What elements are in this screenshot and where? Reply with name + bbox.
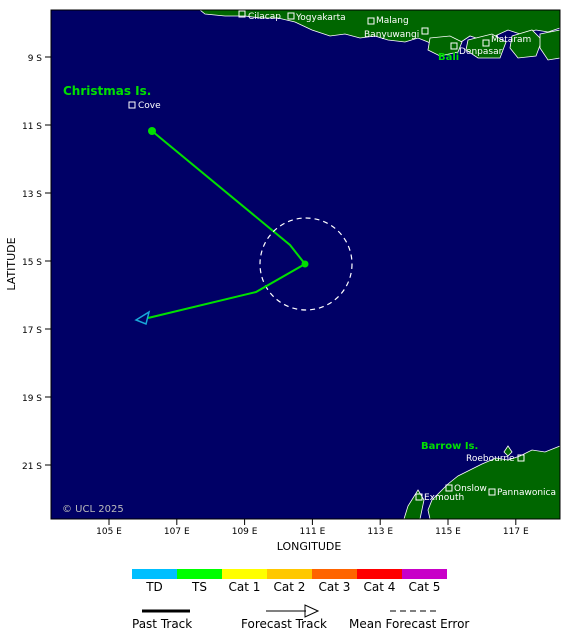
longitude-tick-label: 109 E (232, 527, 258, 537)
intensity-legend: TD TS Cat 1 Cat 2 Cat 3 Cat 4 Cat 5 (132, 569, 447, 594)
place-marker-malang (367, 17, 375, 25)
past-track-line (151, 130, 306, 265)
land-western-australia (403, 445, 561, 520)
place-label-roebourne: Roebourne (466, 454, 515, 464)
place-marker-mataram (482, 39, 490, 47)
region-label-christmas-island: Christmas Is. (63, 84, 151, 98)
legend-swatch (222, 569, 267, 579)
legend-category-label: Cat 3 (319, 580, 351, 594)
region-label-barrow-island: Barrow Is. (421, 441, 478, 452)
error-legend-label: Mean Forecast Error (349, 617, 469, 631)
legend-swatch (132, 569, 177, 579)
place-marker-roebourne (517, 454, 525, 462)
y-axis-label: LATITUDE (5, 237, 18, 290)
legend-category-label: TS (191, 580, 207, 594)
legend-category-label: Cat 1 (229, 580, 261, 594)
place-label-exmouth: Exmouth (424, 493, 464, 503)
copyright-notice: © UCL 2025 (62, 504, 124, 515)
place-marker-cove (128, 101, 136, 109)
place-marker-onslow (445, 484, 453, 492)
legend-swatch (312, 569, 357, 579)
forecast-arrowhead (134, 310, 151, 326)
place-label-mataram: Mataram (491, 35, 531, 45)
legend-swatch (402, 569, 447, 579)
place-label-cove: Cove (138, 101, 161, 111)
place-marker-cilacap (238, 10, 246, 18)
forecast-error-circle (259, 217, 353, 311)
legend-swatch (267, 569, 312, 579)
latitude-tick-label: 11 S (22, 122, 42, 132)
legend-category-label: TD (145, 580, 163, 594)
track-legend: Past Track Forecast Track Mean Forecast … (132, 604, 469, 631)
latitude-tick-label: 9 S (28, 54, 43, 64)
legend-swatch (357, 569, 402, 579)
place-label-cilacap: Cilacap (248, 12, 281, 22)
legend-category-label: Cat 2 (274, 580, 306, 594)
place-label-denpasar: Denpasar (459, 47, 503, 57)
place-marker-banyuwangi (421, 27, 429, 35)
latitude-tick-label: 21 S (22, 462, 42, 472)
longitude-tick-label: 111 E (300, 527, 326, 537)
forecast-track-legend-arrow-icon (304, 604, 320, 618)
legend-category-label: Cat 5 (409, 580, 441, 594)
place-marker-yogyakarta (287, 12, 295, 20)
place-markers: Cilacap Yogyakarta Malang Banyuwangi Mat… (128, 10, 556, 503)
longitude-tick-label: 115 E (435, 527, 461, 537)
legend-swatch (177, 569, 222, 579)
place-label-pannawonica: Pannawonica (497, 488, 556, 498)
map-frame (50, 9, 561, 520)
longitude-tick-label: 107 E (164, 527, 190, 537)
past-track-legend-label: Past Track (132, 617, 192, 631)
latitude-tick-label: 17 S (22, 326, 42, 336)
track-start-point (148, 127, 156, 135)
place-label-malang: Malang (376, 16, 409, 26)
place-marker-exmouth (415, 493, 423, 501)
forecast-track-line (147, 263, 306, 319)
place-label-onslow: Onslow (454, 484, 487, 494)
x-axis-label: LONGITUDE (277, 540, 342, 553)
longitude-tick-label: 113 E (367, 527, 393, 537)
latitude-tick-label: 13 S (22, 190, 42, 200)
place-marker-pannawonica (488, 488, 496, 496)
forecast-track-legend-label: Forecast Track (241, 617, 327, 631)
legend-category-label: Cat 4 (364, 580, 396, 594)
latitude-axis: 9 S 11 S 13 S 15 S 17 S 19 S 21 S (22, 54, 51, 472)
place-label-banyuwangi: Banyuwangi (364, 30, 419, 40)
longitude-axis: 105 E 107 E 109 E 111 E 113 E 115 E 117 E (96, 519, 529, 537)
longitude-tick-label: 117 E (503, 527, 529, 537)
region-label-bali: Bali (438, 52, 459, 63)
latitude-tick-label: 15 S (22, 258, 42, 268)
place-label-yogyakarta: Yogyakarta (295, 13, 346, 23)
longitude-tick-label: 105 E (96, 527, 122, 537)
latitude-tick-label: 19 S (22, 394, 42, 404)
place-marker-denpasar (450, 42, 458, 50)
